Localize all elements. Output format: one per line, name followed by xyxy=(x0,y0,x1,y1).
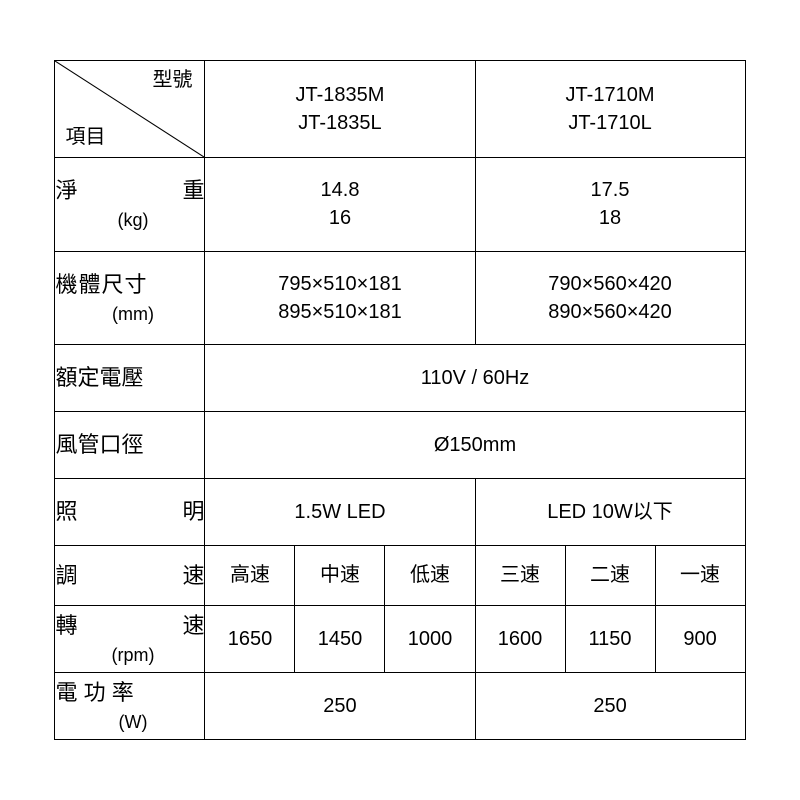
rpm-b1: 1600 xyxy=(475,606,565,673)
dims-a2: 895×510×181 xyxy=(205,298,474,326)
speed-b3: 一速 xyxy=(655,545,745,605)
row-dims-label: 機體尺寸 (mm) xyxy=(55,251,205,345)
rpm-a2: 1450 xyxy=(295,606,385,673)
light-label-b: 明 xyxy=(182,497,204,527)
header-model-label: 型號 xyxy=(152,67,192,94)
voltage-value: 110V / 60Hz xyxy=(205,345,745,412)
header-diagonal-cell: 型號 項目 xyxy=(55,61,205,158)
row-voltage-label: 額定電壓 xyxy=(55,345,205,412)
rpm-b2: 1150 xyxy=(565,606,655,673)
duct-value: Ø150mm xyxy=(205,412,745,479)
weight-a2: 16 xyxy=(205,204,474,232)
light-label-a: 照 xyxy=(55,497,77,527)
dims-b2: 890×560×420 xyxy=(476,298,745,326)
weight-a1: 14.8 xyxy=(205,176,474,204)
power-a: 250 xyxy=(205,673,475,740)
dims-unit: (mm) xyxy=(55,302,204,326)
power-unit: (W) xyxy=(55,710,204,734)
speed-a1: 高速 xyxy=(205,545,295,605)
model-a-line1: JT-1835M xyxy=(205,81,474,109)
rpm-a1: 1650 xyxy=(205,606,295,673)
power-b: 250 xyxy=(475,673,745,740)
model-b-line2: JT-1710L xyxy=(476,109,745,137)
row-power-label: 電 功 率 (W) xyxy=(55,673,205,740)
voltage-label: 額定電壓 xyxy=(55,363,143,393)
model-a-line2: JT-1835L xyxy=(205,109,474,137)
weight-label-a: 淨 xyxy=(55,176,77,206)
light-b: LED 10W以下 xyxy=(475,479,745,546)
rpm-label-b: 速 xyxy=(182,611,204,641)
dims-a1: 795×510×181 xyxy=(205,270,474,298)
header-item-label: 項目 xyxy=(65,124,105,151)
row-light-label: 照 明 xyxy=(55,479,205,546)
header-model-a: JT-1835M JT-1835L xyxy=(205,61,475,158)
weight-a: 14.8 16 xyxy=(205,158,475,252)
weight-unit: (kg) xyxy=(55,208,204,232)
speedlbl-label-a: 調 xyxy=(55,561,77,591)
spec-table: 型號 項目 JT-1835M JT-1835L JT-1710M JT-1710… xyxy=(54,60,745,740)
weight-b2: 18 xyxy=(476,204,745,232)
dims-b: 790×560×420 890×560×420 xyxy=(475,251,745,345)
weight-b1: 17.5 xyxy=(476,176,745,204)
dims-label: 機體尺寸 xyxy=(55,270,147,300)
dims-b1: 790×560×420 xyxy=(476,270,745,298)
row-weight-label: 淨 重 (kg) xyxy=(55,158,205,252)
speedlbl-label-b: 速 xyxy=(182,561,204,591)
weight-b: 17.5 18 xyxy=(475,158,745,252)
speed-b1: 三速 xyxy=(475,545,565,605)
rpm-unit: (rpm) xyxy=(55,643,204,667)
light-a: 1.5W LED xyxy=(205,479,475,546)
model-b-line1: JT-1710M xyxy=(476,81,745,109)
weight-label-b: 重 xyxy=(182,176,204,206)
row-duct-label: 風管口徑 xyxy=(55,412,205,479)
duct-label: 風管口徑 xyxy=(55,430,143,460)
power-label: 電 功 率 xyxy=(55,678,133,708)
speed-a3: 低速 xyxy=(385,545,475,605)
rpm-a3: 1000 xyxy=(385,606,475,673)
speed-a2: 中速 xyxy=(295,545,385,605)
rpm-label-a: 轉 xyxy=(55,611,77,641)
rpm-b3: 900 xyxy=(655,606,745,673)
speed-b2: 二速 xyxy=(565,545,655,605)
dims-a: 795×510×181 895×510×181 xyxy=(205,251,475,345)
row-rpm-label: 轉 速 (rpm) xyxy=(55,606,205,673)
row-speedlbl-label: 調 速 xyxy=(55,545,205,605)
header-model-b: JT-1710M JT-1710L xyxy=(475,61,745,158)
